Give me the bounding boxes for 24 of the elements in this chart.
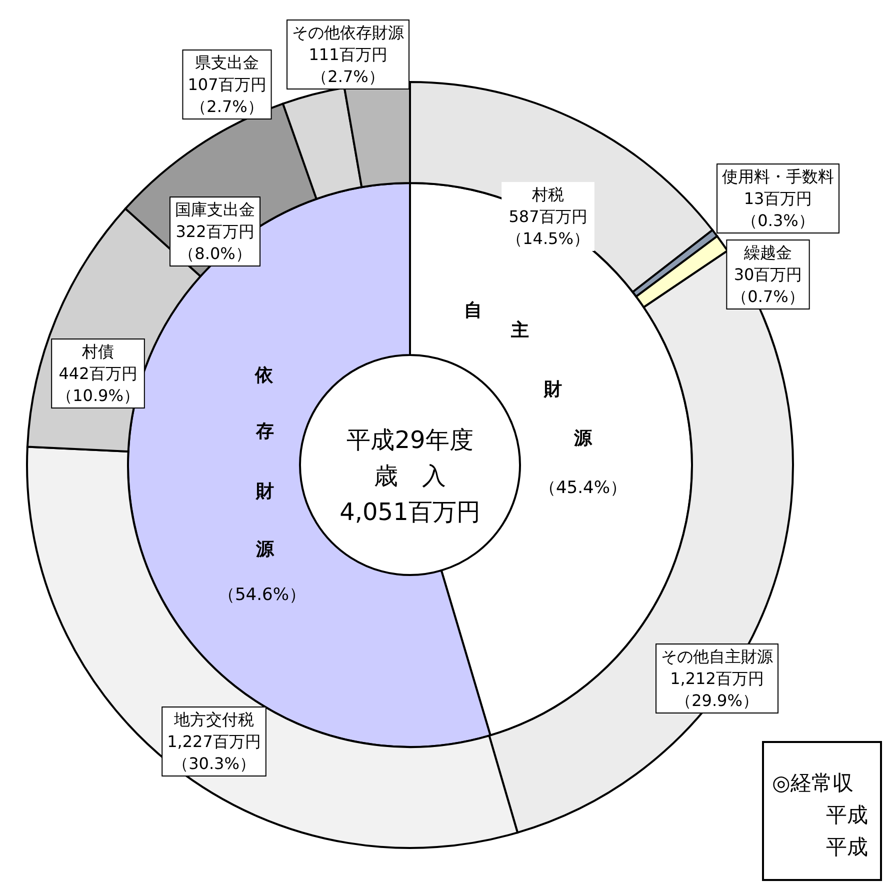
data-label: 442百万円（10.9%）: [56, 364, 140, 405]
category-label: 依存財源: [255, 365, 274, 560]
data-label: 587百万円（14.5%）: [506, 207, 590, 248]
data-label: 107百万円（2.7%）: [188, 75, 266, 116]
data-label: （45.4%）: [538, 478, 628, 498]
slice-label: 村債: [81, 342, 114, 361]
data-label: 30百万円（0.7%）: [732, 265, 804, 306]
slice-label: 国庫支出金: [175, 200, 255, 219]
slice-label: 県支出金: [195, 53, 259, 72]
slice-label: その他依存財源: [292, 23, 404, 42]
slice-label: 村税: [531, 185, 564, 204]
data-label: 1,227百万円（30.3%）: [167, 732, 261, 773]
data-label: 13百万円（0.3%）: [742, 189, 814, 230]
data-label: 322百万円（8.0%）: [176, 222, 254, 263]
text: 平成: [826, 803, 868, 827]
data-label: 1,212百万円（29.9%）: [670, 669, 764, 710]
slice-label: 繰越金: [743, 243, 792, 262]
slice-label: 使用料・手数料: [722, 167, 834, 186]
text: ◎経常収: [772, 771, 854, 795]
text: 平成: [826, 835, 868, 859]
slice-label: 地方交付税: [173, 710, 254, 729]
data-label: 111百万円（2.7%）: [308, 45, 388, 86]
slice-label: その他自主財源: [661, 647, 773, 666]
data-label: （54.6%）: [218, 585, 306, 605]
